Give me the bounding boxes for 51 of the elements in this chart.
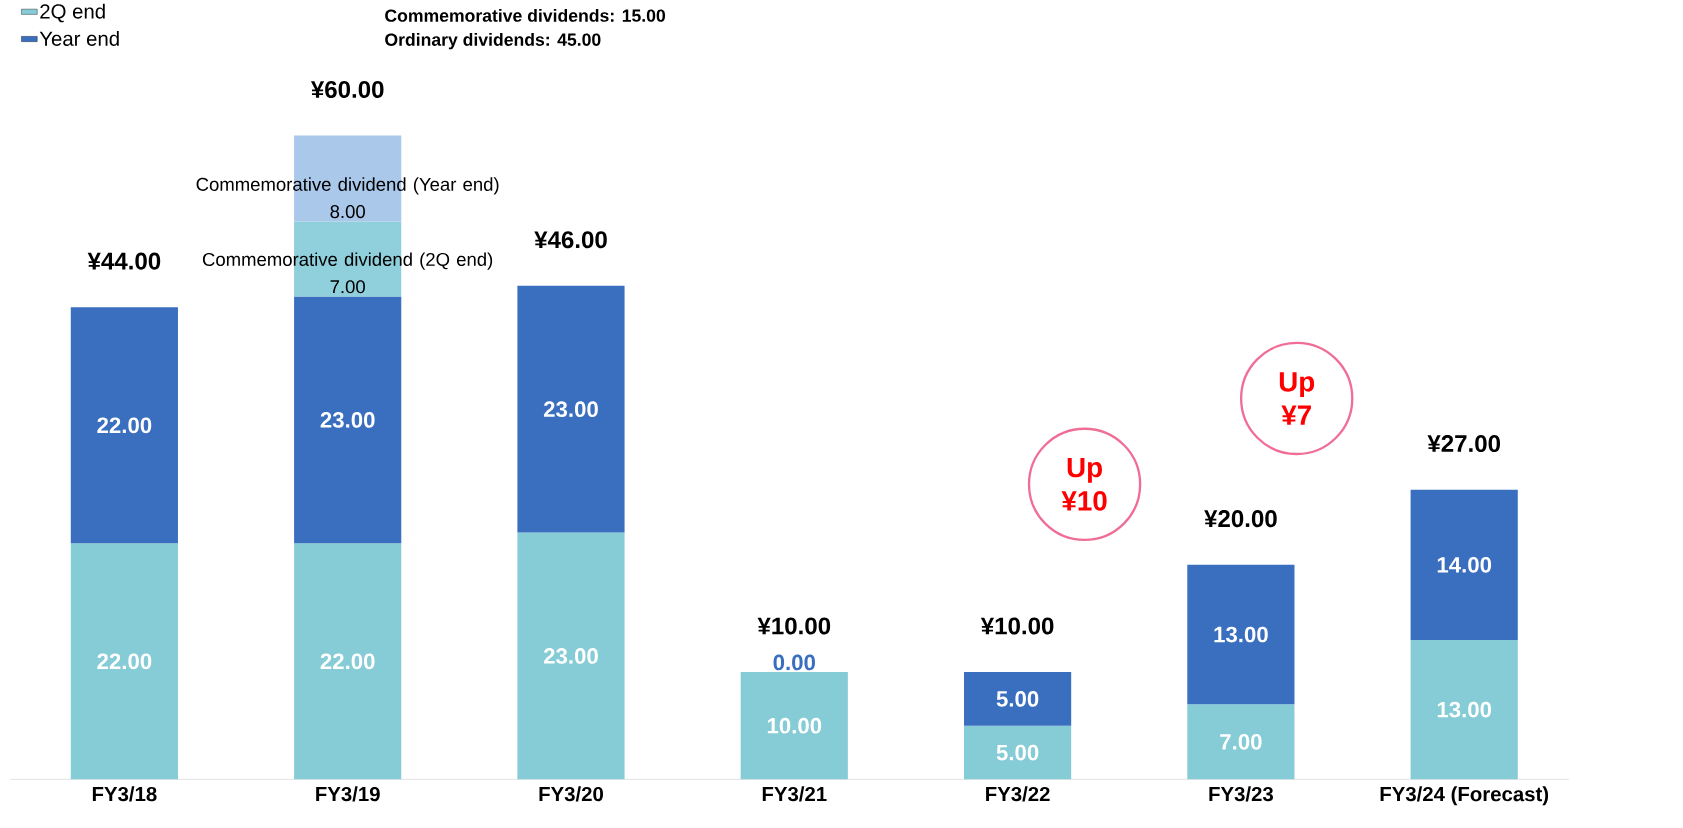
total-label: ¥20.00 [1204, 510, 1277, 528]
data-label: 7.00 [1220, 734, 1262, 750]
legend-label: 2Q end [40, 3, 105, 23]
data-label: 8.00 [330, 205, 365, 219]
total-label: ¥60.00 [310, 81, 384, 99]
data-label: 7.00 [330, 280, 365, 294]
x-tick-label: FY3/24 (Forecast) [1380, 786, 1549, 806]
bar [70, 543, 178, 780]
data-label: 13.00 [1214, 626, 1268, 643]
data-label: 5.00 [996, 744, 1039, 761]
bar [517, 532, 625, 780]
data-label: 13.00 [1437, 701, 1492, 718]
x-tick-label: FY3/23 [1209, 786, 1273, 802]
x-tick-label: FY3/18 [92, 786, 157, 802]
bar [740, 672, 848, 780]
bar [963, 672, 1072, 726]
total-label: ¥10.00 [980, 617, 1054, 635]
x-tick-label: FY3/19 [316, 786, 380, 802]
data-label: 22.00 [97, 417, 152, 434]
total-label: ¥46.00 [534, 231, 607, 249]
total-label: ¥44.00 [87, 252, 161, 270]
bar [1410, 640, 1518, 780]
data-label: 23.00 [320, 412, 375, 428]
data-label: 23.00 [543, 401, 598, 418]
total-label: ¥27.00 [1427, 435, 1501, 453]
text: Commemorative dividends: 15.00 [385, 9, 666, 23]
series-label: Commemorative dividend (2Q end) [202, 252, 493, 270]
data-label: 0.00 [773, 654, 815, 671]
legend-label: Year end [39, 31, 119, 47]
series-label: Commemorative dividend (Year end) [196, 177, 499, 195]
bar [1187, 564, 1295, 705]
data-label: 22.00 [97, 653, 152, 670]
bar [963, 725, 1072, 780]
annotation: Up ¥10 [1061, 458, 1107, 511]
bar [294, 296, 402, 544]
bar [70, 307, 178, 544]
data-label: 23.00 [543, 648, 598, 665]
x-tick-label: FY3/21 [762, 786, 827, 802]
annotation: Up ¥7 [1279, 372, 1315, 425]
data-label: 10.00 [767, 718, 822, 734]
total-label: ¥10.00 [757, 617, 831, 635]
bar [294, 543, 402, 780]
bar [517, 285, 625, 533]
text: Ordinary dividends: 45.00 [385, 33, 601, 50]
data-label: 5.00 [996, 691, 1039, 707]
bar [1187, 704, 1295, 780]
data-label: 14.00 [1437, 557, 1492, 573]
x-tick-label: FY3/20 [539, 786, 603, 802]
bar [1410, 489, 1518, 641]
data-label: 22.00 [320, 653, 375, 670]
x-tick-label: FY3/22 [986, 786, 1050, 802]
